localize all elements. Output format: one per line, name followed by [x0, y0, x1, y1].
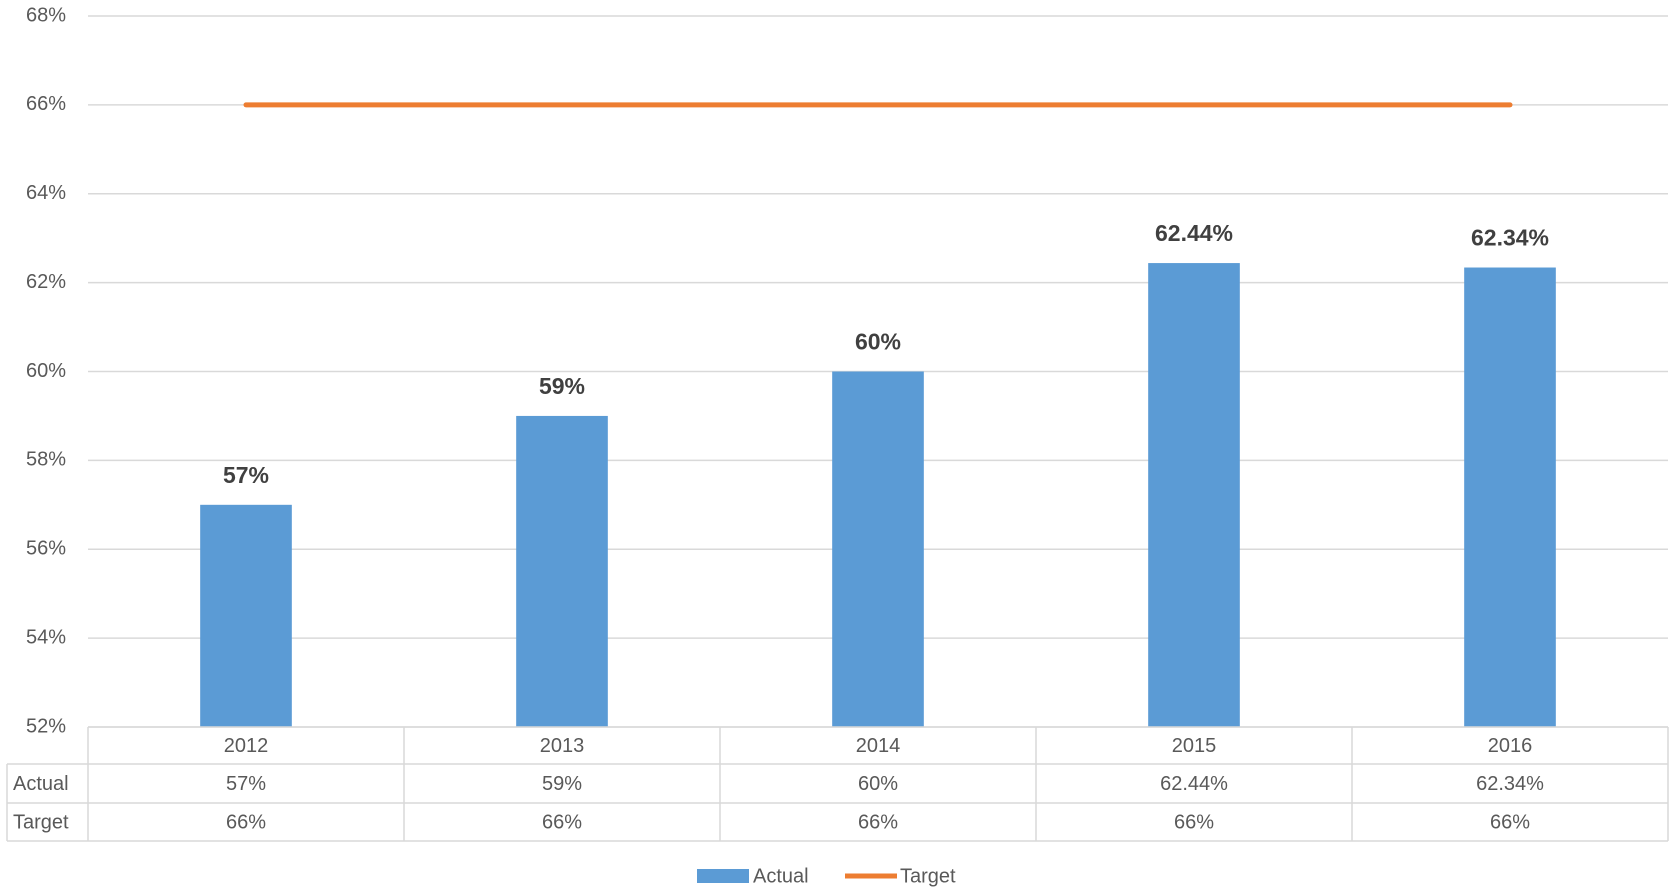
legend-swatch: [697, 869, 749, 883]
legend-label: Actual: [753, 865, 809, 887]
table-cell: 57%: [226, 773, 266, 795]
y-tick-label: 64%: [26, 182, 66, 204]
table-cell: 62.44%: [1160, 773, 1228, 795]
data-label: 62.44%: [1155, 220, 1233, 246]
y-tick-label: 56%: [26, 538, 66, 560]
table-row-header: Target: [13, 811, 69, 833]
table-cell: 66%: [1490, 811, 1530, 833]
table-cell: 66%: [226, 811, 266, 833]
y-tick-label: 54%: [26, 626, 66, 648]
bar: [516, 415, 608, 727]
bar: [832, 371, 924, 727]
y-tick-label: 58%: [26, 449, 66, 471]
data-label: 59%: [539, 373, 585, 399]
table-cell: 66%: [542, 811, 582, 833]
y-tick-label: 62%: [26, 271, 66, 293]
table-cell: 59%: [542, 773, 582, 795]
x-tick-label: 2015: [1172, 735, 1217, 757]
x-tick-label: 2016: [1488, 735, 1533, 757]
y-tick-label: 66%: [26, 93, 66, 115]
y-tick-label: 52%: [26, 715, 66, 737]
table-cell: 66%: [858, 811, 898, 833]
bar: [1148, 263, 1240, 727]
table-cell: 66%: [1174, 811, 1214, 833]
table-row-header: Actual: [13, 773, 69, 795]
x-tick-label: 2013: [540, 735, 585, 757]
bar: [200, 504, 292, 727]
data-label: 62.34%: [1471, 225, 1549, 251]
y-tick-label: 60%: [26, 360, 66, 382]
bar: [1464, 267, 1556, 727]
legend-label: Target: [900, 865, 956, 887]
table-cell: 60%: [858, 773, 898, 795]
table-cell: 62.34%: [1476, 773, 1544, 795]
x-tick-label: 2014: [856, 735, 901, 757]
y-tick-label: 68%: [26, 4, 66, 26]
data-label: 57%: [223, 462, 269, 488]
data-label: 60%: [855, 329, 901, 355]
x-tick-label: 2012: [224, 735, 269, 757]
